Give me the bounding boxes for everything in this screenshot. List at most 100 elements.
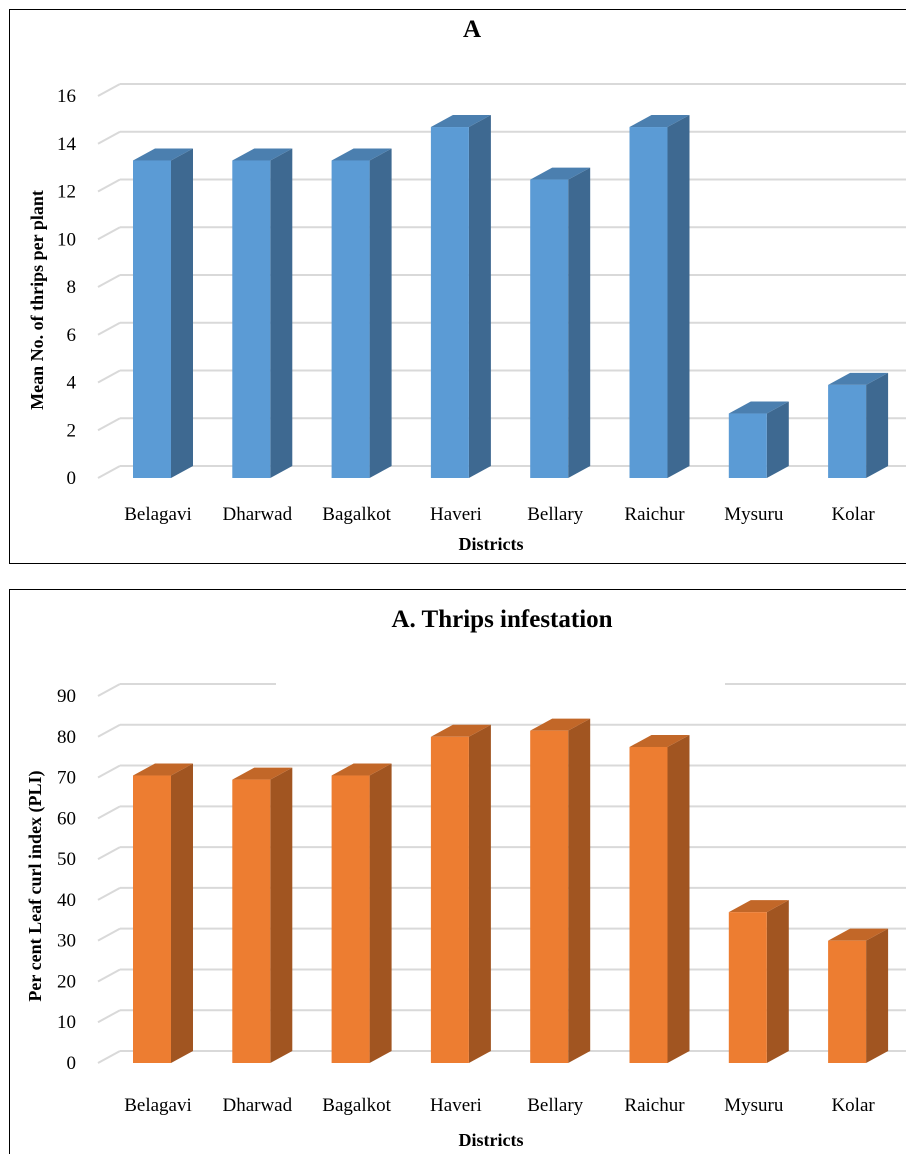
bar-top: [331, 148, 392, 161]
bar: [828, 372, 889, 478]
bar-top: [828, 372, 889, 385]
bar-front: [331, 775, 370, 1063]
bars: [133, 115, 889, 478]
bar-top: [133, 763, 193, 776]
gridline-depth: [97, 130, 121, 145]
bar: [133, 148, 193, 478]
bar: [728, 900, 789, 1063]
y-tick-label: 14: [57, 134, 77, 155]
bar-front: [133, 775, 171, 1063]
gridline-depth: [97, 968, 121, 983]
bar-top: [530, 167, 591, 180]
chart-title: A: [463, 16, 481, 43]
x-axis-title: Districts: [459, 1130, 524, 1150]
x-tick-label: Dharwad: [222, 1095, 292, 1116]
bar-front: [728, 413, 767, 478]
bar: [629, 115, 690, 478]
bar-side: [667, 734, 690, 1063]
y-tick-label: 6: [67, 325, 77, 346]
bar: [430, 724, 491, 1063]
gridline-depth: [97, 887, 121, 901]
x-tick-label: Mysuru: [724, 1095, 784, 1116]
y-tick-label: 2: [67, 420, 77, 441]
bar-top: [331, 763, 392, 776]
thrips-count-chart: A Mean No. of thrips per plant Districts…: [27, 16, 906, 554]
bar-front: [232, 779, 271, 1063]
y-tick-label: 8: [67, 277, 77, 298]
gridline-depth: [97, 369, 121, 384]
bar: [828, 928, 889, 1063]
bar-side: [468, 724, 491, 1063]
gridline-depth: [97, 465, 121, 479]
bars: [133, 718, 889, 1063]
y-tick-label: 90: [57, 686, 76, 707]
x-tick-label: Haveri: [430, 1095, 482, 1116]
bar-top: [232, 767, 293, 780]
x-tick-label: Haveri: [430, 504, 482, 525]
gridline-depth: [97, 683, 121, 697]
bar-front: [430, 736, 469, 1063]
gridline-depth: [97, 723, 121, 738]
bar-side: [568, 167, 591, 478]
y-tick-label: 30: [57, 931, 76, 952]
gridline-depth: [97, 764, 121, 779]
y-tick-label: 50: [57, 849, 76, 870]
x-tick-label: Kolar: [831, 504, 875, 525]
bar-front: [430, 127, 469, 478]
y-tick-label: 60: [57, 808, 76, 829]
bar-side: [667, 115, 690, 478]
y-tick-label: 20: [57, 971, 76, 992]
bar-side: [568, 718, 591, 1063]
bar-side: [270, 148, 293, 478]
y-tick-label: 80: [57, 727, 76, 748]
gridline-depth: [97, 83, 121, 97]
bar: [331, 763, 392, 1063]
bar-side: [171, 148, 193, 478]
bar-top: [629, 115, 690, 128]
bar: [530, 718, 591, 1063]
bar: [430, 115, 491, 478]
bar-top: [728, 401, 789, 414]
bar-front: [530, 179, 569, 478]
chart-panel-thrips-count: A Mean No. of thrips per plant Districts…: [9, 9, 906, 564]
y-tick-label: 70: [57, 768, 76, 789]
x-tick-label: Belagavi: [124, 1095, 192, 1116]
bar-front: [828, 940, 867, 1063]
bar-front: [530, 730, 569, 1063]
bar-top: [629, 734, 690, 747]
y-tick-label: 40: [57, 890, 76, 911]
bar-side: [171, 763, 193, 1063]
bar-front: [232, 160, 271, 478]
chart-title: A. Thrips infestation: [391, 606, 612, 633]
y-axis-title: Mean No. of thrips per plant: [27, 190, 47, 410]
gridline-depth: [97, 417, 121, 432]
x-tick-label: Kolar: [831, 1095, 875, 1116]
y-tick-labels: 0 2 4 6 8 10 12 14 16: [57, 86, 77, 489]
bar-top: [430, 115, 491, 128]
x-tick-label: Dharwad: [222, 504, 292, 525]
bar-front: [629, 127, 668, 478]
gridline-depth: [97, 846, 121, 860]
bar: [331, 148, 392, 478]
gridline-depth: [97, 321, 121, 336]
x-tick-labels: Belagavi Dharwad Bagalkot Haveri Bellary Raic…: [124, 504, 875, 525]
x-tick-label: Bagalkot: [322, 504, 391, 525]
gridline-depth: [97, 1009, 121, 1024]
y-axis-title: Per cent Leaf curl index (PLI): [25, 770, 46, 1001]
y-tick-label: 16: [57, 86, 76, 107]
x-axis-title: Districts: [459, 534, 524, 554]
bar-front: [828, 384, 867, 478]
y-tick-labels: 0 10 20 30 40 50 60 70 80 90: [57, 686, 76, 1074]
gridline-depth: [97, 274, 121, 288]
x-tick-label: Raichur: [624, 1095, 685, 1116]
bar-side: [866, 928, 889, 1063]
bar-side: [766, 900, 789, 1063]
bar: [728, 401, 789, 478]
bar-front: [133, 160, 171, 478]
gridline-depth: [97, 805, 121, 820]
x-tick-label: Bagalkot: [322, 1095, 391, 1116]
bar-top: [232, 148, 293, 161]
bar-top: [828, 928, 889, 941]
bar-top: [430, 724, 491, 737]
y-tick-label: 10: [57, 1012, 76, 1033]
